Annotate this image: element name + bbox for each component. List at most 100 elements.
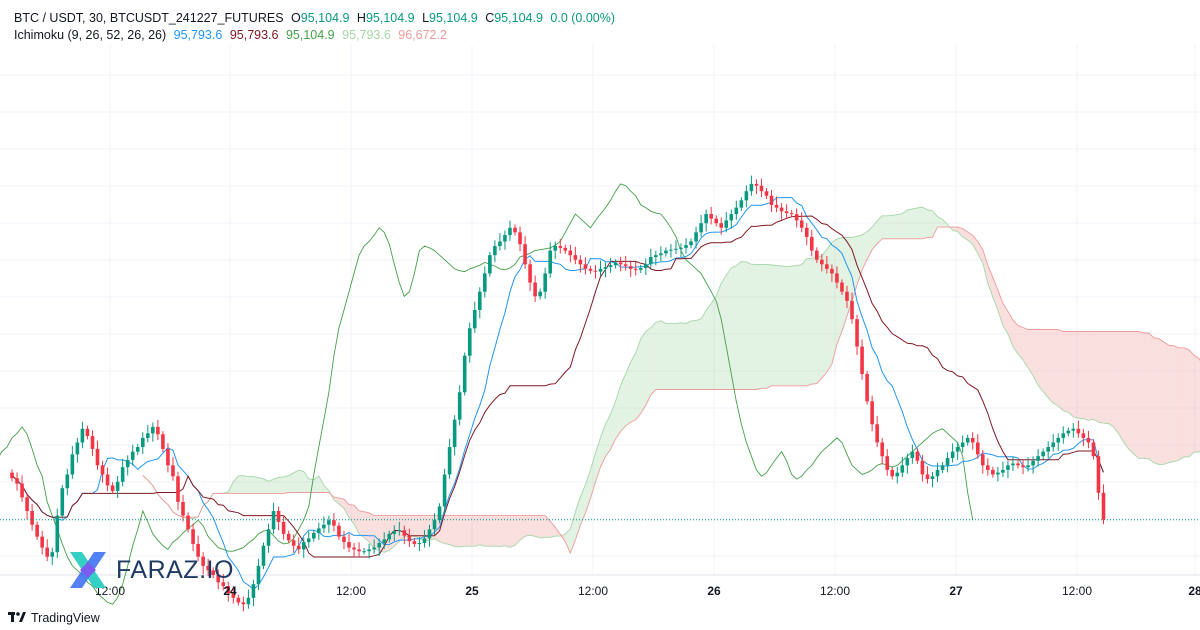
cloud-segment: [882, 215, 888, 239]
candle-body: [633, 268, 638, 270]
cloud-segment: [862, 231, 868, 270]
candle-body: [799, 220, 804, 228]
cloud-segment: [776, 265, 782, 386]
candle-body: [986, 465, 990, 470]
indicator-name[interactable]: Ichimoku (9, 26, 52, 26, 26): [14, 28, 167, 42]
candle-body: [206, 565, 210, 571]
cloud-segment: [610, 401, 616, 450]
cloud-segment: [499, 515, 505, 547]
candle-body: [643, 264, 648, 268]
candle-body: [759, 185, 764, 192]
cloud-segment: [1063, 331, 1069, 413]
candle-body: [714, 218, 718, 224]
candle-body: [628, 266, 633, 269]
candle-body: [130, 451, 135, 460]
cloud-segment: [283, 475, 289, 494]
cloud-segment: [479, 515, 485, 547]
candles: [10, 175, 1106, 612]
candle-body: [935, 469, 940, 477]
candle-body: [940, 465, 945, 470]
candle-body: [342, 536, 346, 543]
candle-body: [991, 469, 995, 475]
candle-body: [553, 246, 558, 251]
candle-body: [1031, 460, 1035, 466]
cloud-segment: [318, 476, 324, 493]
tradingview-logo-icon: [8, 612, 26, 622]
candle-body: [588, 268, 593, 271]
candle-body: [855, 319, 859, 347]
candle-body: [15, 478, 19, 484]
cloud-segment: [459, 515, 465, 547]
cloud-segment: [1048, 329, 1054, 404]
cloud-segment: [811, 257, 817, 385]
cloud-segment: [278, 476, 284, 494]
candle-body: [613, 262, 618, 266]
candle-body: [815, 250, 819, 260]
candle-body: [694, 232, 698, 242]
lagging-span-line: [0, 183, 974, 605]
cloud-segment: [706, 303, 712, 390]
cloud-segment: [1163, 341, 1169, 465]
cloud-segment: [238, 475, 244, 494]
cloud-segment: [313, 476, 319, 493]
candle-body: [1046, 447, 1050, 452]
cloud-segment: [409, 515, 415, 537]
candle-body: [649, 257, 653, 265]
candle-body: [794, 214, 799, 221]
candle-body: [608, 265, 613, 268]
candle-body: [462, 355, 467, 393]
cloud-segment: [489, 515, 495, 547]
ichimoku-lead1-value: 95,793.6: [342, 28, 391, 42]
candle-body: [30, 511, 34, 525]
tradingview-brand[interactable]: TradingView: [8, 611, 100, 625]
candle-body: [397, 530, 402, 532]
cloud-segment: [821, 249, 827, 378]
candle-body: [312, 532, 316, 539]
candle-body: [357, 549, 361, 552]
cloud-segment: [333, 497, 339, 504]
cloud-segment: [474, 515, 480, 547]
cloud-segment: [1023, 327, 1029, 368]
chart-grid: [0, 45, 1200, 576]
candle-body: [467, 328, 472, 356]
candle-body: [483, 273, 487, 292]
cloud-segment: [1033, 329, 1039, 386]
ichimoku-cloud: [142, 207, 1200, 554]
candle-body: [654, 255, 658, 257]
x-tick-label: 12:00: [820, 584, 850, 598]
candle-body: [538, 291, 542, 297]
candle-body: [593, 270, 598, 272]
cloud-segment: [464, 515, 470, 547]
cloud-segment: [1143, 333, 1149, 459]
candle-body: [70, 454, 75, 475]
x-tick-label: 12:00: [578, 584, 608, 598]
ichimoku-lagging-value: 95,104.9: [285, 28, 335, 42]
cloud-segment: [675, 322, 681, 390]
high-value: 95,104.9: [365, 11, 415, 25]
candle-body: [1061, 433, 1066, 438]
candle-body: [161, 434, 165, 449]
cloud-segment: [902, 209, 908, 239]
x-tick-label: 28: [1188, 584, 1200, 598]
cloud-segment: [771, 264, 777, 386]
candle-body: [322, 524, 326, 529]
candle-body: [920, 460, 925, 475]
cloud-segment: [1043, 329, 1049, 398]
cloud-segment: [484, 515, 490, 547]
candle-body: [1051, 442, 1056, 448]
symbol-title[interactable]: BTC / USDT, 30, BTCUSDT_241227_FUTURES: [14, 11, 284, 25]
cloud-segment: [1038, 329, 1044, 392]
cloud-segment: [872, 220, 878, 250]
cloud-segment: [1088, 331, 1094, 421]
x-tick-label: 27: [949, 584, 963, 598]
cloud-segment: [1053, 329, 1059, 406]
candle-body: [432, 520, 437, 530]
cloud-segment: [701, 310, 707, 390]
candle-body: [699, 223, 703, 233]
candle-body: [1086, 437, 1091, 443]
candle-body: [412, 541, 417, 544]
low-label: L: [422, 11, 430, 25]
cloud-segment: [877, 215, 883, 244]
cloud-segment: [233, 475, 239, 494]
